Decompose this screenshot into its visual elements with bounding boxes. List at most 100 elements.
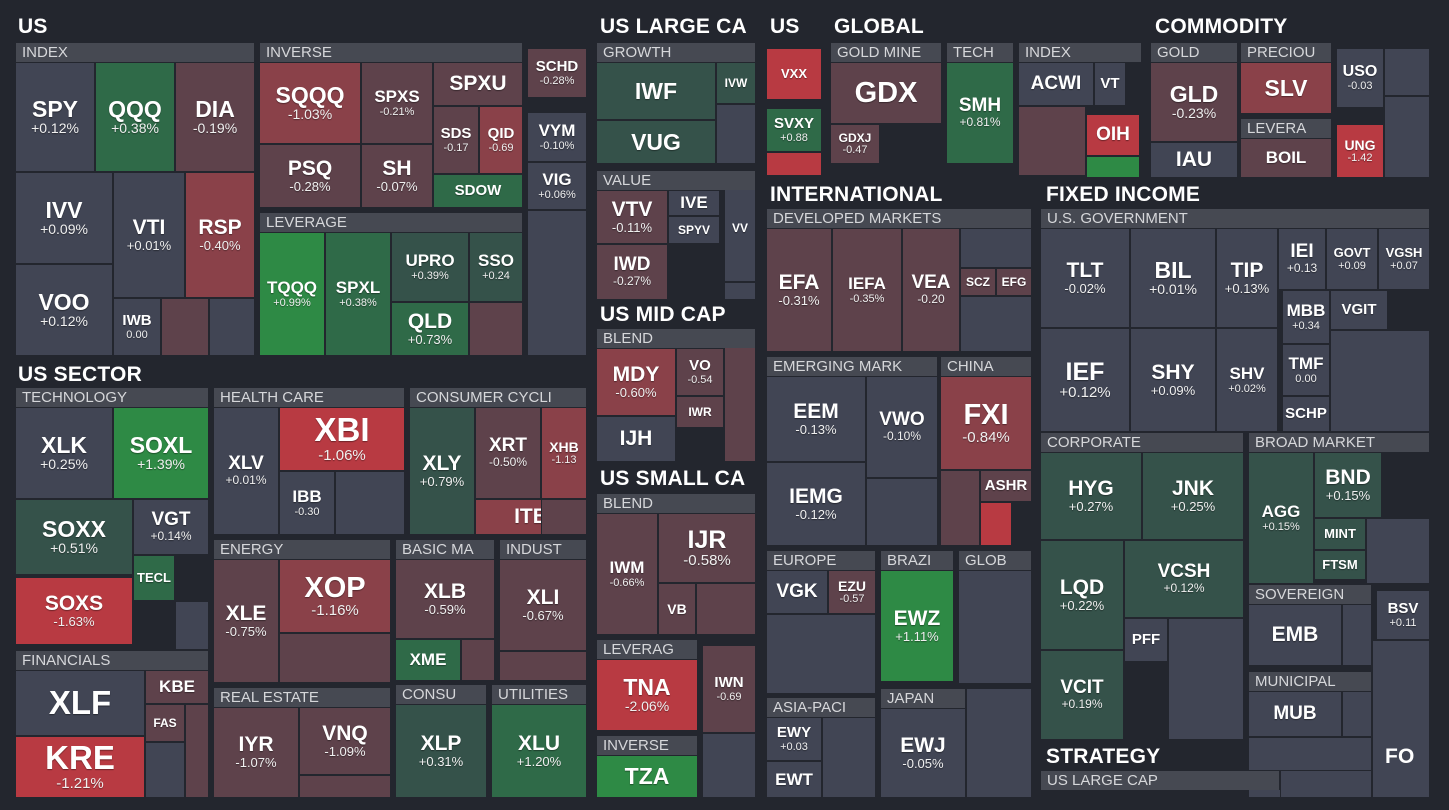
- tile-vym[interactable]: VYM -0.10%: [527, 112, 587, 162]
- tile-unlabeled[interactable]: [960, 296, 1032, 352]
- tile-unlabeled[interactable]: [1086, 156, 1140, 178]
- tile-oih[interactable]: OIH: [1086, 114, 1140, 156]
- tile-unlabeled[interactable]: [461, 639, 495, 681]
- tile-unlabeled[interactable]: [175, 601, 209, 650]
- tile-ung[interactable]: UNG -1.42: [1336, 124, 1384, 178]
- tile-ijr[interactable]: IJR -0.58%: [658, 513, 756, 583]
- tile-ivv[interactable]: IVV +0.09%: [15, 172, 113, 264]
- tile-unlabeled[interactable]: [299, 775, 391, 798]
- tile-gld[interactable]: GLD -0.23%: [1150, 62, 1238, 142]
- tile-xrt[interactable]: XRT -0.50%: [475, 407, 541, 499]
- tile-ewy[interactable]: EWY +0.03: [766, 717, 822, 761]
- tile-vcsh[interactable]: VCSH +0.12%: [1124, 540, 1244, 618]
- tile-schd[interactable]: SCHD -0.28%: [527, 48, 587, 98]
- tile-mint[interactable]: MINT: [1314, 518, 1366, 550]
- tile-xlv[interactable]: XLV +0.01%: [213, 407, 279, 535]
- tile-govt[interactable]: GOVT +0.09: [1326, 228, 1378, 290]
- tile-unlabeled[interactable]: [1372, 640, 1430, 798]
- tile-unlabeled[interactable]: [766, 614, 876, 694]
- tile-xlu[interactable]: XLU +1.20%: [491, 704, 587, 798]
- tile-vug[interactable]: VUG: [596, 120, 716, 164]
- tile-gdx[interactable]: GDX: [830, 62, 942, 124]
- tile-iwb[interactable]: IWB 0.00: [113, 298, 161, 356]
- tile-tmf[interactable]: TMF 0.00: [1282, 344, 1330, 396]
- tile-unlabeled[interactable]: [702, 733, 756, 798]
- tile-unlabeled[interactable]: [1342, 691, 1372, 737]
- tile-spxu[interactable]: SPXU: [433, 62, 523, 106]
- tile-unlabeled[interactable]: [940, 470, 980, 546]
- tile-qld[interactable]: QLD +0.73%: [391, 302, 469, 356]
- tile-unlabeled[interactable]: [1280, 770, 1372, 798]
- tile-bsv[interactable]: BSV +0.11: [1376, 590, 1430, 640]
- tile-ewt[interactable]: EWT: [766, 761, 822, 798]
- tile-spxs[interactable]: SPXS -0.21%: [361, 62, 433, 144]
- tile-unlabeled[interactable]: [716, 104, 756, 164]
- tile-shv[interactable]: SHV +0.02%: [1216, 328, 1278, 432]
- tile-xhb[interactable]: XHB -1.13: [541, 407, 587, 499]
- tile-xli[interactable]: XLI -0.67%: [499, 559, 587, 651]
- tile-vcit[interactable]: VCIT +0.19%: [1040, 650, 1124, 740]
- tile-unlabeled[interactable]: [958, 570, 1032, 684]
- tile-vgt[interactable]: VGT +0.14%: [133, 499, 209, 555]
- tile-jnk[interactable]: JNK +0.25%: [1142, 452, 1244, 540]
- tile-vb[interactable]: VB: [658, 583, 696, 635]
- tile-unlabeled[interactable]: [822, 717, 876, 798]
- tile-unlabeled[interactable]: [960, 228, 1032, 268]
- tile-vnq[interactable]: VNQ -1.09%: [299, 707, 391, 775]
- tile-unlabeled[interactable]: [279, 633, 391, 683]
- tile-tlt[interactable]: TLT -0.02%: [1040, 228, 1130, 328]
- tile-ive[interactable]: IVE: [668, 190, 720, 216]
- tile-kbe[interactable]: KBE: [145, 670, 209, 704]
- tile-qid[interactable]: QID -0.69: [479, 106, 523, 174]
- tile-pff[interactable]: PFF: [1124, 618, 1168, 662]
- tile-vt[interactable]: VT: [1094, 62, 1126, 106]
- tile-iwf[interactable]: IWF: [596, 62, 716, 120]
- tile-unlabeled[interactable]: [724, 282, 756, 300]
- tile-unlabeled[interactable]: [980, 502, 1012, 546]
- tile-iemg[interactable]: IEMG -0.12%: [766, 462, 866, 546]
- tile-tip[interactable]: TIP +0.13%: [1216, 228, 1278, 328]
- tile-scz[interactable]: SCZ: [960, 268, 996, 296]
- tile-mbb[interactable]: MBB +0.34: [1282, 290, 1330, 344]
- tile-iwn[interactable]: IWN -0.69: [702, 645, 756, 733]
- tile-iefa[interactable]: IEFA -0.35%: [832, 228, 902, 352]
- tile-spxl[interactable]: SPXL +0.38%: [325, 232, 391, 356]
- tile-ftsm[interactable]: FTSM: [1314, 550, 1366, 580]
- tile-unlabeled[interactable]: [766, 152, 822, 176]
- tile-vgit[interactable]: VGIT: [1330, 290, 1388, 330]
- tile-xop[interactable]: XOP -1.16%: [279, 559, 391, 633]
- tile-smh[interactable]: SMH +0.81%: [946, 62, 1014, 164]
- tile-unlabeled[interactable]: [1018, 106, 1086, 176]
- tile-eem[interactable]: EEM -0.13%: [766, 376, 866, 462]
- tile-unlabeled[interactable]: [724, 328, 756, 462]
- tile-xly[interactable]: XLY +0.79%: [409, 407, 475, 535]
- tile-xlk[interactable]: XLK +0.25%: [15, 407, 113, 499]
- tile-fxi[interactable]: FXI -0.84%: [940, 376, 1032, 470]
- tile-efa[interactable]: EFA -0.31%: [766, 228, 832, 352]
- tile-sdow[interactable]: SDOW: [433, 174, 523, 208]
- tile-vwo[interactable]: VWO -0.10%: [866, 376, 938, 478]
- tile-unlabeled[interactable]: [527, 210, 587, 356]
- tile-emb[interactable]: EMB: [1248, 604, 1342, 666]
- tile-unlabeled[interactable]: [1168, 618, 1244, 740]
- tile-xme[interactable]: XME: [395, 639, 461, 681]
- tile-psq[interactable]: PSQ -0.28%: [259, 144, 361, 208]
- tile-bil[interactable]: BIL +0.01%: [1130, 228, 1216, 328]
- tile-unlabeled[interactable]: [469, 302, 523, 356]
- tile-xbi[interactable]: XBI -1.06%: [279, 407, 405, 471]
- tile-unlabeled[interactable]: [209, 298, 255, 356]
- tile-unlabeled[interactable]: [1384, 48, 1430, 96]
- tile-unlabeled[interactable]: [335, 471, 405, 535]
- tile-vtv[interactable]: VTV -0.11%: [596, 190, 668, 244]
- tile-iwm[interactable]: IWM -0.66%: [596, 513, 658, 635]
- tile-xlf[interactable]: XLF: [15, 670, 145, 736]
- tile-mub[interactable]: MUB: [1248, 691, 1342, 737]
- tile-xle[interactable]: XLE -0.75%: [213, 559, 279, 683]
- tile-soxl[interactable]: SOXL +1.39%: [113, 407, 209, 499]
- tile-iau[interactable]: IAU: [1150, 142, 1238, 178]
- tile-xlb[interactable]: XLB -0.59%: [395, 559, 495, 639]
- tile-schp[interactable]: SCHP: [1282, 396, 1330, 432]
- tile-xlp[interactable]: XLP +0.31%: [395, 704, 487, 798]
- tile-vti[interactable]: VTI +0.01%: [113, 172, 185, 298]
- tile-lqd[interactable]: LQD +0.22%: [1040, 540, 1124, 650]
